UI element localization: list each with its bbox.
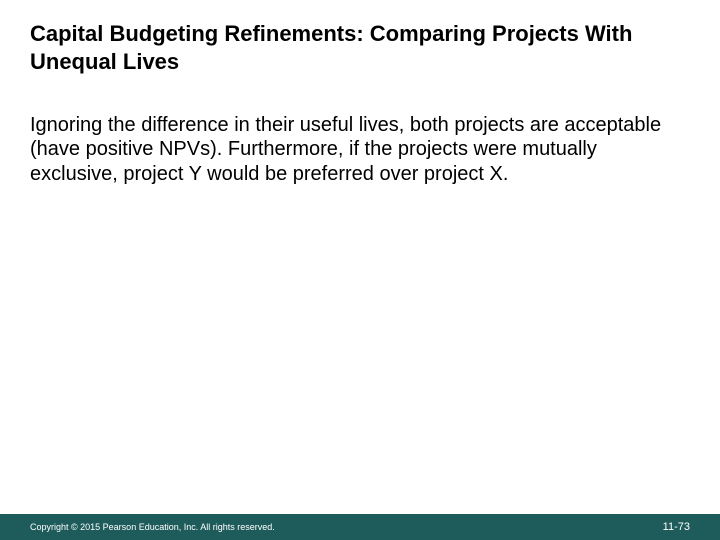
slide-footer: Copyright © 2015 Pearson Education, Inc.… <box>0 514 720 540</box>
slide: Capital Budgeting Refinements: Comparing… <box>0 0 720 540</box>
slide-body-text: Ignoring the difference in their useful … <box>30 113 690 186</box>
page-number: 11-73 <box>663 521 690 533</box>
slide-title: Capital Budgeting Refinements: Comparing… <box>30 20 690 75</box>
copyright-text: Copyright © 2015 Pearson Education, Inc.… <box>30 522 275 532</box>
